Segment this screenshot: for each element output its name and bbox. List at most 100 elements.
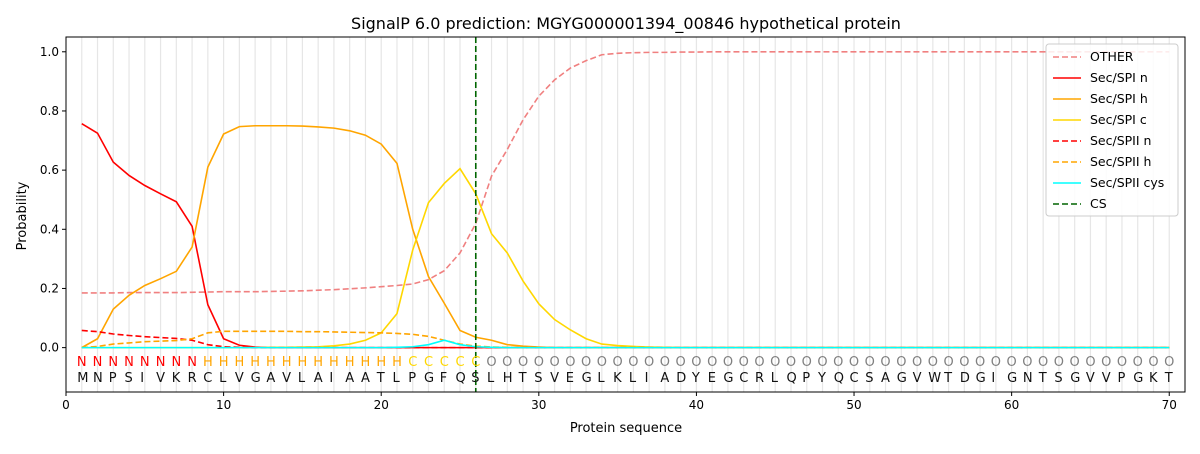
region-label: O <box>486 355 496 370</box>
region-label: H <box>266 355 276 370</box>
region-label: C <box>440 355 449 370</box>
region-label: H <box>282 355 292 370</box>
y-tick-label: 0.0 <box>40 341 59 355</box>
region-label: O <box>723 355 733 370</box>
region-label: O <box>739 355 749 370</box>
region-label: O <box>880 355 890 370</box>
region-label: O <box>865 355 875 370</box>
region-label: C <box>424 355 433 370</box>
region-label: O <box>786 355 796 370</box>
x-tick-label: 10 <box>216 398 231 412</box>
region-label: O <box>802 355 812 370</box>
region-label: O <box>975 355 985 370</box>
region-label: H <box>345 355 355 370</box>
region-label: O <box>549 355 559 370</box>
legend-entry: Sec/SPI h <box>1090 91 1148 106</box>
region-label: O <box>691 355 701 370</box>
region-label: O <box>660 355 670 370</box>
region-label: H <box>313 355 323 370</box>
region-label: O <box>597 355 607 370</box>
region-label: O <box>565 355 575 370</box>
x-tick-label: 30 <box>531 398 546 412</box>
region-label: O <box>833 355 843 370</box>
y-axis-label: Probability <box>15 181 30 250</box>
region-label: H <box>234 355 244 370</box>
x-tick-label: 40 <box>689 398 704 412</box>
region-label: O <box>1117 355 1127 370</box>
series-line-sec-spi-n <box>81 122 1170 349</box>
legend-entry: OTHER <box>1090 49 1134 64</box>
legend-entry: Sec/SPI n <box>1090 70 1148 85</box>
region-label: N <box>171 355 181 370</box>
region-label: O <box>1070 355 1080 370</box>
region-label: C <box>455 355 464 370</box>
x-tick-label: 70 <box>1162 398 1177 412</box>
region-label: H <box>392 355 402 370</box>
region-label: O <box>534 355 544 370</box>
series-line-sec-spii-n <box>81 329 1170 349</box>
residue-sequence: MNPSIVKRCLVGAVLAIAATLPGFQSLHTSVEGLKLIADY… <box>77 371 1172 386</box>
region-label: N <box>77 355 87 370</box>
plot-frame <box>65 36 1186 393</box>
region-label: O <box>1038 355 1048 370</box>
region-label: O <box>502 355 512 370</box>
region-label: O <box>849 355 859 370</box>
region-label: H <box>219 355 229 370</box>
region-label: O <box>1007 355 1017 370</box>
chart-title: SignalP 6.0 prediction: MGYG000001394_00… <box>351 14 901 34</box>
series-line-sec-spii-cys <box>81 339 1170 349</box>
y-tick-label: 0.4 <box>40 222 59 236</box>
region-label: N <box>93 355 103 370</box>
region-label: H <box>376 355 386 370</box>
region-label: O <box>676 355 686 370</box>
region-label: O <box>644 355 654 370</box>
region-label: O <box>707 355 717 370</box>
region-label: C <box>471 355 480 370</box>
x-tick-label: 20 <box>374 398 389 412</box>
region-label: H <box>329 355 339 370</box>
region-label: O <box>1085 355 1095 370</box>
region-label: N <box>140 355 150 370</box>
region-label: O <box>628 355 638 370</box>
region-label: O <box>943 355 953 370</box>
y-tick-label: 0.6 <box>40 163 59 177</box>
region-label: O <box>817 355 827 370</box>
region-label: O <box>1164 355 1174 370</box>
series-line-sec-spi-c <box>81 167 1170 349</box>
region-label: C <box>408 355 417 370</box>
region-label: H <box>250 355 260 370</box>
x-axis-label: Protein sequence <box>570 421 682 436</box>
region-label: O <box>1054 355 1064 370</box>
legend-entry: Sec/SPI c <box>1090 112 1147 127</box>
legend-entry: Sec/SPII h <box>1090 154 1151 169</box>
x-tick-label: 50 <box>846 398 861 412</box>
region-label: N <box>156 355 166 370</box>
region-label: H <box>203 355 213 370</box>
region-label: O <box>1101 355 1111 370</box>
region-label: N <box>124 355 134 370</box>
region-label: H <box>298 355 308 370</box>
series-line-sec-spi-h <box>81 124 1170 349</box>
region-label: N <box>187 355 197 370</box>
region-label: N <box>108 355 118 370</box>
x-tick-label: 60 <box>1004 398 1019 412</box>
legend-box <box>1045 43 1179 217</box>
region-label: O <box>912 355 922 370</box>
region-label: O <box>1022 355 1032 370</box>
y-tick-label: 0.2 <box>40 281 59 295</box>
region-label: O <box>896 355 906 370</box>
legend-entry: Sec/SPII n <box>1090 133 1151 148</box>
region-label: O <box>959 355 969 370</box>
region-label: O <box>613 355 623 370</box>
region-label: O <box>1133 355 1143 370</box>
region-label: O <box>581 355 591 370</box>
region-label: O <box>518 355 528 370</box>
region-label: O <box>991 355 1001 370</box>
region-label: O <box>1148 355 1158 370</box>
region-label: H <box>361 355 371 370</box>
series-line-other <box>81 50 1170 294</box>
legend-entry: Sec/SPII cys <box>1090 175 1164 190</box>
region-label: O <box>928 355 938 370</box>
